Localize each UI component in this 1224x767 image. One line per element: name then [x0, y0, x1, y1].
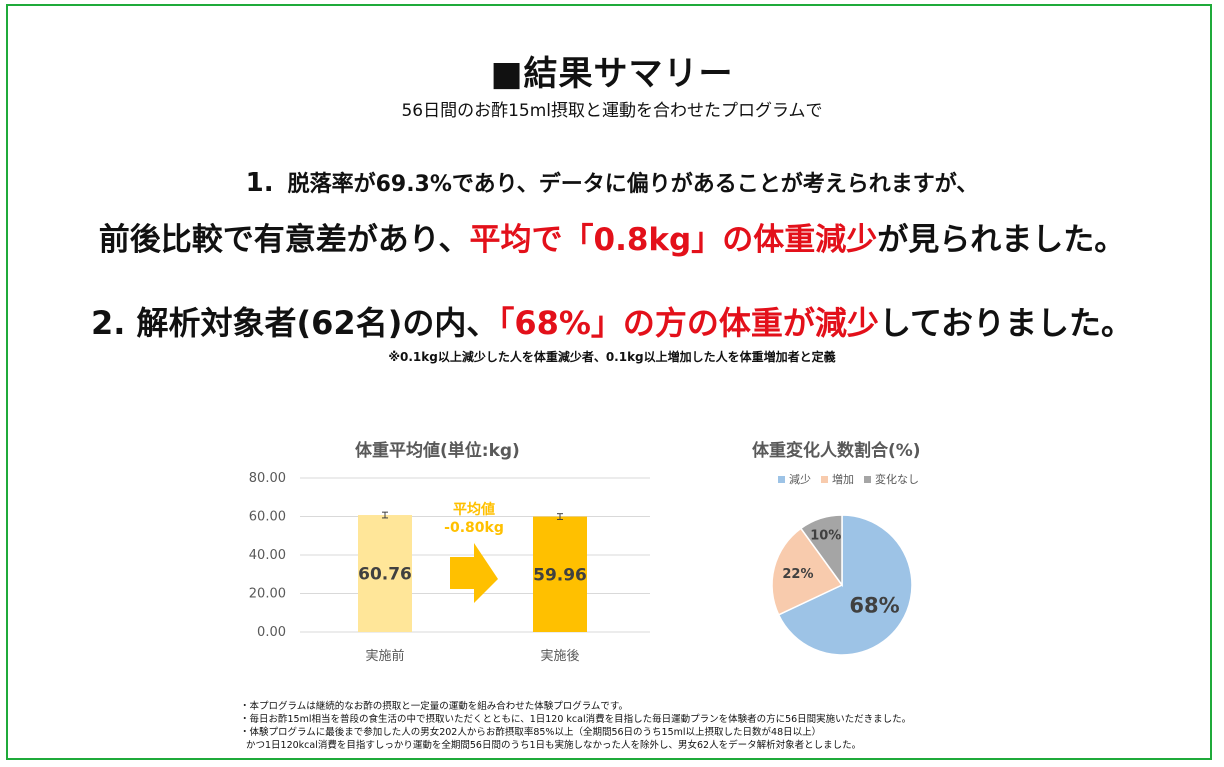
pie-slice-label: 22% — [782, 567, 813, 582]
y-tick-label: 80.00 — [249, 471, 286, 486]
point1-highlight: 平均で「0.8kg」の体重減少 — [469, 222, 878, 258]
bar-chart-title: 体重平均値(単位:kg) — [355, 441, 520, 461]
point2-highlight: 「68%」の方の体重が減少 — [498, 304, 879, 342]
bar-chart: 0.00 20.00 40.00 60.00 80.00 60.76 59.96 実施前 実… — [249, 471, 650, 664]
footnotes: ・本プログラムは継続的なお酢の摂取と一定量の運動を組み合わせた体験プログラムです… — [240, 700, 911, 752]
page-title: ■結果サマリー — [490, 54, 734, 94]
point2-line: 2. 解析対象者(62名)の内、「68%」の方の体重が減少しておりました。 — [0, 298, 1224, 344]
pie-chart-title: 体重変化人数割合(%) — [752, 441, 921, 461]
legend-swatch — [864, 475, 871, 483]
legend-label: 増加 — [832, 473, 854, 486]
y-tick-label: 20.00 — [249, 587, 286, 602]
point2-pre: 2. 解析対象者(62名)の内、 — [90, 304, 499, 342]
pie-slice — [777, 514, 913, 656]
arrow-label-line1: 平均値 — [453, 501, 495, 518]
legend-item-nochange: 変化なし — [864, 471, 919, 487]
legend-swatch — [778, 475, 785, 483]
bar — [358, 515, 412, 632]
content-frame — [6, 4, 1212, 760]
arrow-annotation: 平均値 -0.80kg — [444, 501, 504, 603]
legend-swatch — [821, 475, 828, 483]
footnote: ・本プログラムは継続的なお酢の摂取と一定量の運動を組み合わせた体験プログラムです… — [240, 701, 628, 712]
footnote: ・体験プログラムに最後まで参加した人の男女202人からお酢摂取率85%以上（全期… — [240, 727, 822, 738]
bar — [533, 516, 587, 632]
point2-post: しておりました。 — [878, 304, 1134, 342]
legend-label: 変化なし — [875, 473, 919, 486]
pie-slice-label: 68% — [849, 594, 899, 618]
footnote: ・毎日お酢15ml相当を普段の食生活の中で摂取いただくとともに、1日120 kc… — [240, 714, 912, 725]
bar-value-label: 60.76 — [358, 565, 412, 585]
bar-value-label: 59.96 — [533, 565, 587, 585]
pie-slice — [799, 514, 843, 588]
x-category-label: 実施前 — [365, 648, 404, 664]
point1-line2: 前後比較で有意差があり、平均で「0.8kg」の体重減少が見られました。 — [0, 214, 1224, 259]
legend-item-decrease: 減少 — [778, 471, 811, 487]
arrow-label-line2: -0.80kg — [444, 520, 504, 536]
pie-chart: 68% 22% 10% — [771, 514, 913, 656]
y-tick-label: 60.00 — [249, 510, 286, 525]
page-subtitle: 56日間のお酢15ml摂取と運動を合わせたプログラムで — [401, 101, 823, 121]
definition-note: ※0.1kg以上減少した人を体重減少者、0.1kg以上増加した人を体重増加者と定… — [388, 350, 836, 364]
y-tick-label: 0.00 — [257, 625, 286, 640]
point1-line2-pre: 前後比較で有意差があり、 — [98, 222, 470, 258]
footnote: かつ1日120kcal消費を目指すしっかり運動を全期間56日間のうち1日も実施し… — [246, 740, 862, 751]
pie-slice — [771, 527, 844, 616]
legend-item-increase: 増加 — [821, 471, 854, 487]
point1-line1: 1. 脱落率が69.3%であり、データに偏りがあることが考えられますが、 — [0, 166, 1224, 198]
pie-slice-label: 10% — [810, 528, 841, 543]
right-arrow-icon — [450, 543, 498, 603]
point1-line2-post: が見られました。 — [877, 222, 1126, 258]
y-tick-label: 40.00 — [249, 548, 286, 563]
point1-text: 脱落率が69.3%であり、データに偏りがあることが考えられますが、 — [287, 172, 979, 197]
x-category-label: 実施後 — [540, 648, 579, 664]
legend-label: 減少 — [789, 473, 811, 486]
pie-legend: 減少 増加 変化なし — [778, 471, 919, 487]
point1-number: 1. — [245, 168, 274, 198]
